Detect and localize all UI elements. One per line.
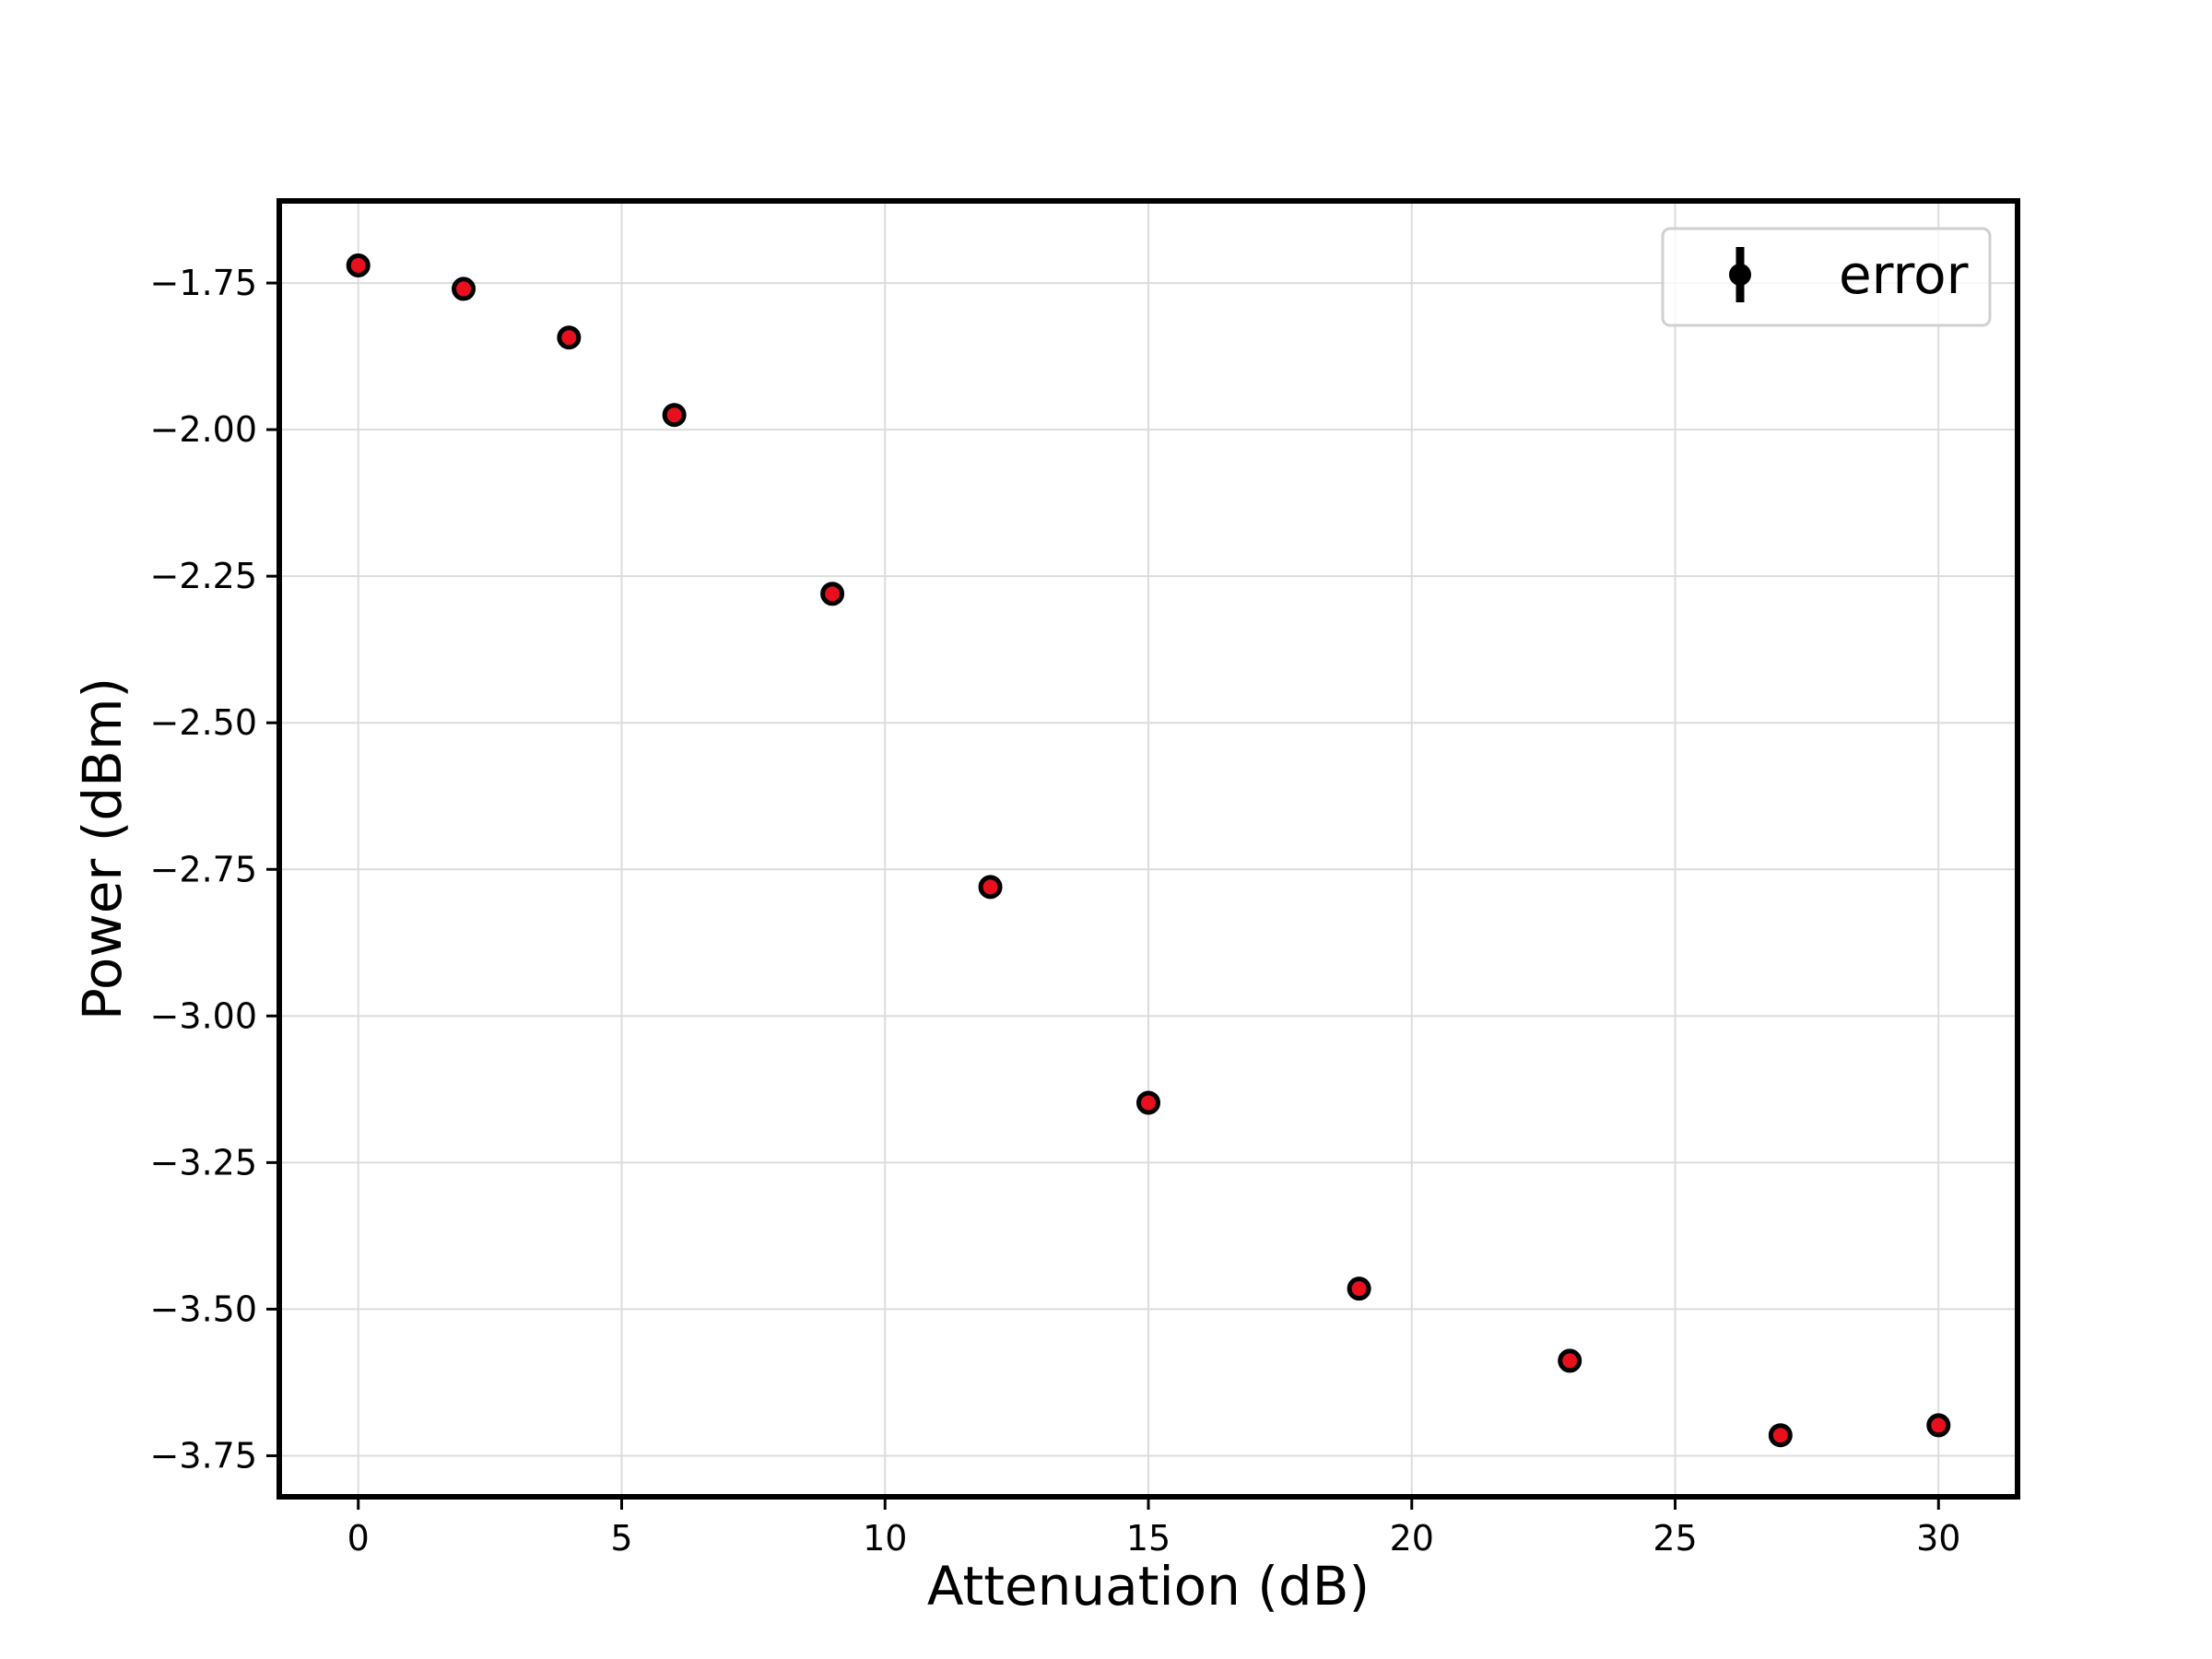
data-point — [1926, 1413, 1951, 1438]
x-tick-label: 25 — [1653, 1518, 1697, 1559]
x-tick-label: 5 — [610, 1518, 632, 1559]
x-tick-label: 20 — [1390, 1518, 1434, 1559]
y-tick-label: −2.50 — [150, 702, 257, 743]
legend-box — [1661, 227, 1992, 327]
x-axis-ticks: 0 5 10 15 20 25 30 — [347, 1497, 1960, 1559]
x-tick-label: 10 — [863, 1518, 907, 1559]
y-tick-label: −3.50 — [150, 1288, 257, 1329]
y-tick-label: −3.25 — [150, 1142, 257, 1182]
x-tick-label: 0 — [347, 1518, 370, 1559]
y-tick-label: −2.75 — [150, 849, 257, 889]
data-point — [1347, 1277, 1371, 1301]
x-axis-label: Attenuation (dB) — [927, 1555, 1370, 1618]
y-tick-label: −2.00 — [150, 409, 257, 450]
data-point — [452, 276, 477, 301]
y-tick-label: −2.25 — [150, 556, 257, 596]
legend-point-marker — [1729, 264, 1751, 286]
data-point — [346, 253, 371, 277]
legend: error — [1661, 227, 1992, 327]
data-points — [346, 253, 1951, 1448]
y-tick-label: −1.75 — [150, 263, 257, 303]
y-axis-ticks: −1.75 −2.00 −2.25 −2.50 −2.75 −3.00 −3.25 −3.50… — [150, 263, 279, 1476]
y-axis-label: Power (dBm) — [71, 677, 134, 1020]
data-point — [1558, 1348, 1583, 1373]
y-tick-label: −3.75 — [150, 1435, 257, 1476]
y-tick-label: −3.00 — [150, 995, 257, 1036]
data-point — [978, 875, 1003, 900]
data-point — [1768, 1423, 1793, 1448]
grid — [279, 201, 2018, 1497]
data-point — [820, 582, 845, 606]
legend-label-error: error — [1839, 243, 1969, 306]
x-tick-label: 30 — [1916, 1518, 1960, 1559]
x-tick-label: 15 — [1126, 1518, 1171, 1559]
data-point — [662, 403, 687, 428]
plot-frame — [276, 198, 2020, 1500]
data-point — [1136, 1090, 1160, 1115]
data-point — [557, 325, 582, 350]
